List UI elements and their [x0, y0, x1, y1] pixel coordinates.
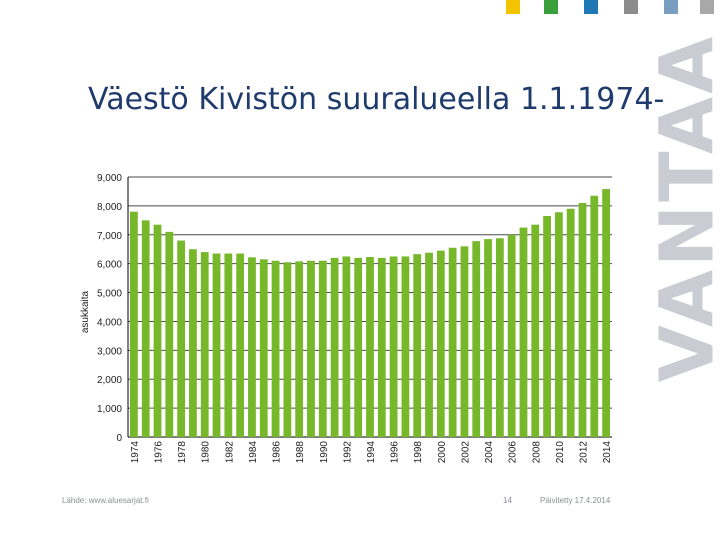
- bar-1984: [248, 257, 256, 437]
- x-tick-label: 2002: [460, 441, 471, 464]
- bar-2004: [484, 239, 492, 437]
- bar-2009: [543, 216, 551, 437]
- bar-1980: [200, 252, 209, 437]
- bar-1994: [366, 257, 374, 437]
- x-tick-label: 1978: [177, 441, 188, 464]
- bar-2001: [448, 247, 457, 437]
- y-tick-label: 8,000: [97, 202, 122, 213]
- accent-square-gray: [624, 0, 638, 14]
- y-tick-label: 0: [116, 433, 122, 444]
- x-tick-label: 1990: [319, 441, 330, 464]
- x-tick-label: 2000: [437, 441, 448, 464]
- bar-1989: [307, 260, 315, 437]
- x-tick-label: 2014: [602, 441, 613, 464]
- bar-2006: [507, 234, 516, 437]
- x-tick-label: 2004: [484, 441, 495, 464]
- y-tick-label: 7,000: [97, 231, 122, 242]
- bar-2002: [460, 246, 469, 437]
- y-tick-label: 9,000: [97, 173, 122, 184]
- bar-2003: [472, 241, 481, 437]
- bar-1996: [389, 256, 398, 437]
- bar-1974: [130, 211, 138, 437]
- bar-1986: [271, 260, 280, 437]
- x-tick-label: 1984: [248, 441, 259, 464]
- bar-1977: [165, 231, 174, 437]
- x-tick-label: 2010: [555, 441, 566, 464]
- bar-1992: [342, 256, 351, 437]
- bar-1995: [377, 257, 386, 437]
- bar-1981: [212, 253, 221, 437]
- bar-1993: [354, 257, 363, 437]
- bar-1975: [141, 220, 150, 437]
- bar-1999: [425, 252, 433, 437]
- x-tick-label: 1994: [366, 441, 377, 464]
- accent-square-steel: [664, 0, 678, 14]
- y-tick-label: 6,000: [97, 260, 122, 271]
- x-tick-label: 1980: [201, 441, 212, 464]
- x-tick-label: 1998: [413, 441, 424, 464]
- x-tick-label: 1982: [224, 441, 235, 464]
- bar-2005: [495, 238, 504, 437]
- y-tick-label: 1,000: [97, 404, 122, 415]
- y-tick-label: 3,000: [97, 346, 122, 357]
- x-tick-label: 1986: [272, 441, 283, 464]
- accent-square-light-gray: [700, 0, 714, 14]
- accent-square-yellow: [506, 0, 520, 14]
- x-tick-label: 1988: [295, 441, 306, 464]
- y-tick-label: 2,000: [97, 375, 122, 386]
- bar-1979: [189, 249, 197, 437]
- bar-1987: [283, 262, 292, 437]
- accent-square-green: [544, 0, 558, 14]
- x-tick-label: 2008: [531, 441, 542, 464]
- x-tick-label: 2006: [508, 441, 519, 464]
- x-tick-label: 1992: [342, 441, 353, 464]
- bar-2010: [554, 212, 563, 437]
- x-tick-label: 1976: [154, 441, 165, 464]
- y-tick-label: 4,000: [97, 317, 122, 328]
- bar-1976: [153, 224, 162, 437]
- slide-title: Väestö Kivistön suuralueella 1.1.1974-: [88, 82, 665, 117]
- x-tick-label: 1996: [390, 441, 401, 464]
- bar-1982: [224, 253, 233, 437]
- bar-1983: [236, 253, 245, 437]
- source-note: Lähde: www.aluesarjat.fi: [62, 496, 149, 505]
- accent-square-blue: [584, 0, 598, 14]
- bar-1991: [330, 257, 339, 437]
- bar-2011: [566, 208, 575, 437]
- bar-2013: [590, 195, 599, 437]
- bar-1978: [177, 240, 186, 437]
- bar-1988: [295, 261, 304, 437]
- bar-1997: [401, 256, 410, 437]
- bar-2012: [578, 203, 587, 437]
- y-axis-title: asukkaita: [80, 290, 91, 333]
- bar-1990: [318, 260, 327, 437]
- bar-2000: [436, 250, 445, 437]
- corner-decoration: [500, 0, 720, 16]
- updated-note: Päivitetty 17.4.2014: [540, 496, 611, 505]
- bar-2008: [531, 224, 540, 437]
- page-number: 14: [503, 496, 512, 505]
- x-tick-label: 1974: [130, 441, 141, 464]
- bar-1985: [259, 259, 268, 437]
- x-tick-label: 2012: [578, 441, 589, 464]
- bar-1998: [413, 254, 422, 437]
- bar-2014: [602, 189, 610, 437]
- bar-2007: [519, 227, 528, 437]
- y-tick-label: 5,000: [97, 289, 122, 300]
